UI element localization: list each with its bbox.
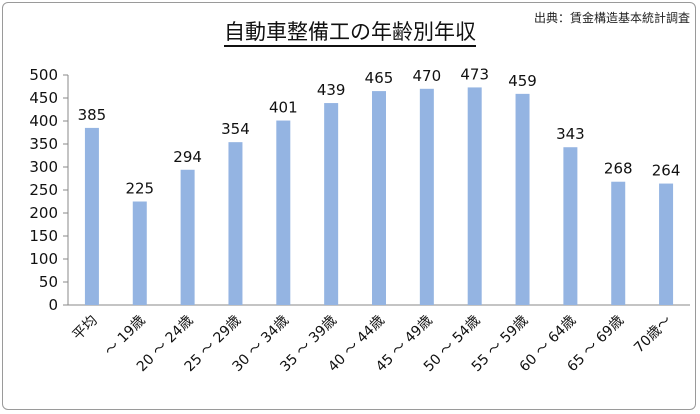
data-label: 473 [460, 65, 489, 83]
data-label: 470 [413, 67, 442, 85]
bar [563, 147, 578, 305]
data-label: 439 [317, 81, 346, 99]
bar-series [84, 87, 674, 306]
y-tick-label: 350 [29, 135, 58, 153]
y-tick-label: 400 [29, 112, 58, 130]
y-axis: 0 50 100 150 200 250 300 350 400 450 500 [29, 66, 69, 314]
bar [324, 103, 339, 305]
bar [611, 181, 626, 305]
data-label: 294 [173, 148, 202, 166]
data-label: 268 [604, 160, 633, 178]
chart-title: 自動車整備工の年齢別年収 [224, 20, 476, 47]
bar [659, 183, 674, 305]
y-tick-label: 500 [29, 66, 58, 84]
y-tick-label: 150 [29, 227, 58, 245]
category-label: 平均 [70, 313, 101, 344]
bar [132, 201, 147, 305]
y-tick-label: 200 [29, 204, 58, 222]
data-label: 385 [78, 106, 107, 124]
data-label: 264 [652, 162, 681, 180]
bar [84, 127, 99, 306]
y-tick-label: 450 [29, 89, 58, 107]
data-label: 401 [269, 99, 298, 117]
category-label: ～ 19歳 [102, 313, 149, 360]
category-label: 70歳～ [631, 313, 675, 357]
data-label: 225 [125, 180, 154, 198]
bar [180, 169, 195, 305]
data-label: 459 [508, 72, 537, 90]
chart-title-wrap: 自動車整備工の年齢別年収 [0, 16, 700, 47]
data-label: 354 [221, 120, 250, 138]
bar [419, 88, 434, 305]
bar [515, 93, 530, 305]
chart-frame [2, 2, 696, 410]
y-tick-label: 0 [48, 296, 58, 314]
bar [372, 91, 386, 305]
bar [467, 87, 482, 305]
y-tick-label: 100 [29, 250, 58, 268]
bar [228, 142, 243, 305]
data-label: 465 [365, 69, 394, 87]
y-tick-label: 300 [29, 158, 58, 176]
y-tick-label: 50 [39, 273, 58, 291]
data-labels: 385 225 294 354 401 439 465 470 473 459 343 268 264 [78, 65, 681, 197]
source-note: 出典：賃金構造基本統計調査 [533, 11, 690, 25]
y-tick-label: 250 [29, 181, 58, 199]
bar [276, 120, 291, 305]
data-label: 343 [556, 125, 585, 143]
